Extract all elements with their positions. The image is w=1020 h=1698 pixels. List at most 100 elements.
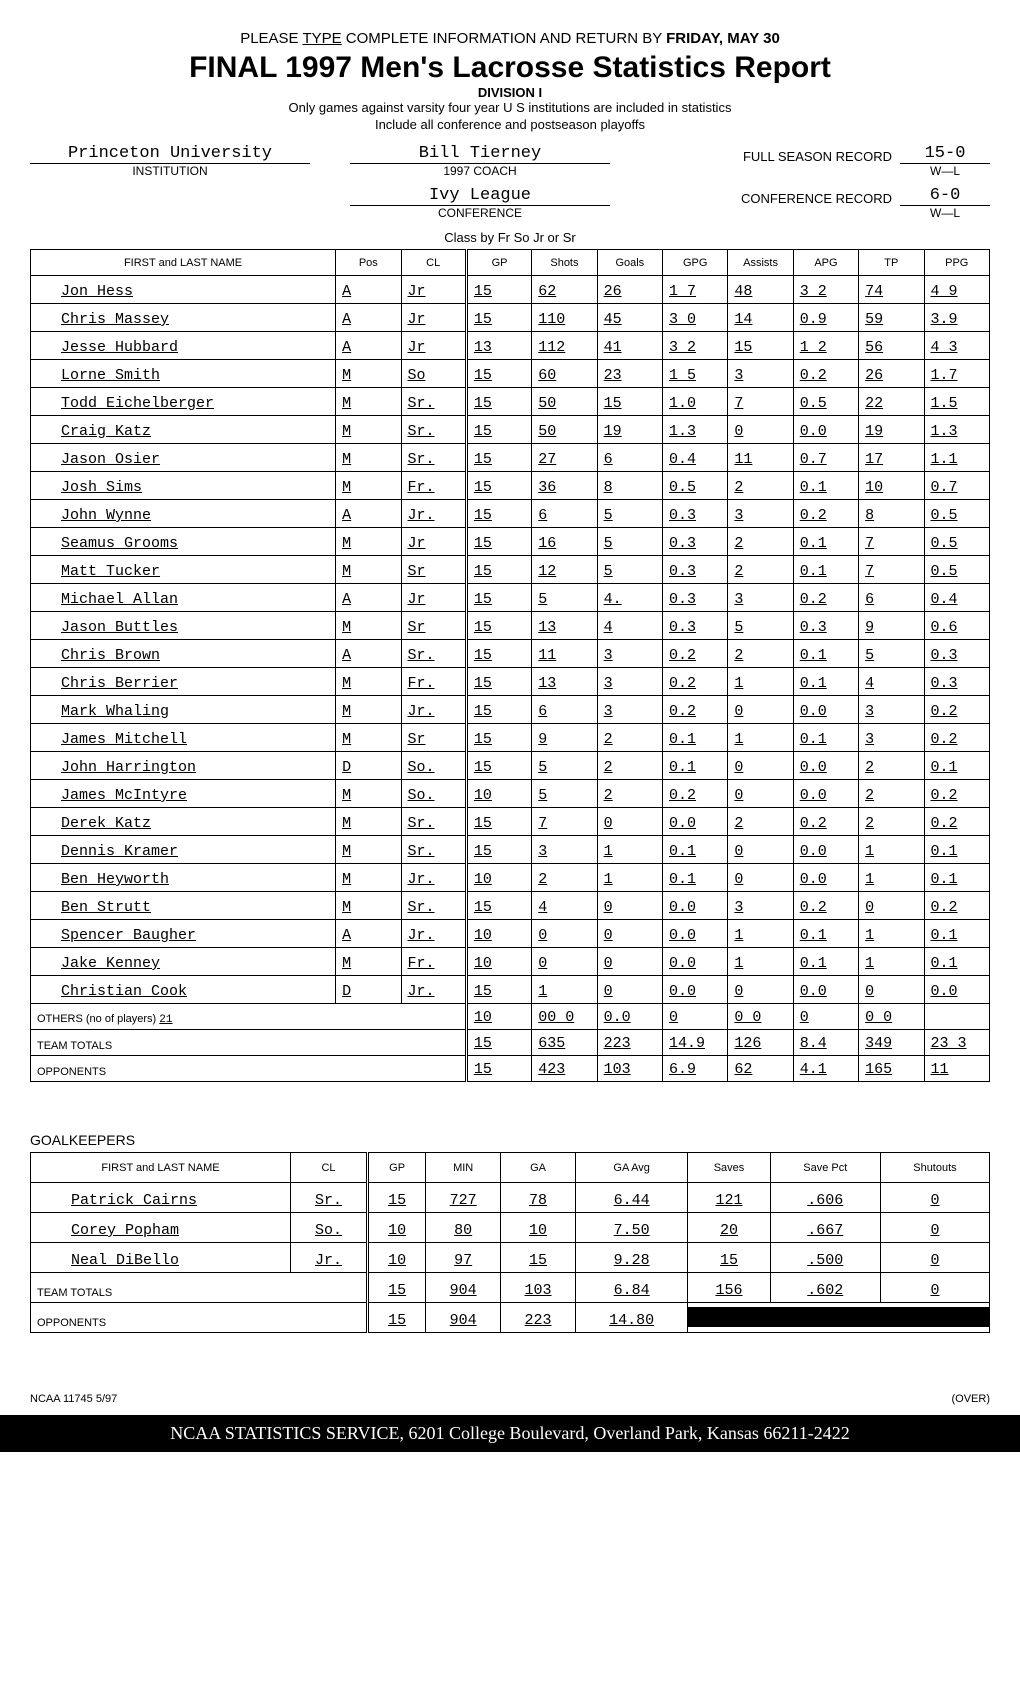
player-name: Dennis Kramer [31, 836, 336, 864]
player-cl: Jr [401, 528, 466, 556]
player-assists: 2 [728, 640, 793, 668]
player-ppg: 0.5 [924, 528, 990, 556]
gk-name: Corey Popham [31, 1213, 291, 1243]
player-cl: Jr [401, 276, 466, 304]
player-cl: Sr. [401, 808, 466, 836]
gk-saves: 20 [688, 1213, 770, 1243]
wl-label-1: W—L [900, 164, 990, 178]
player-cl: Jr [401, 584, 466, 612]
header-fields: Princeton University INSTITUTION Bill Ti… [30, 144, 990, 220]
instruction-type: TYPE [302, 30, 341, 47]
player-gpg: 0.2 [663, 640, 728, 668]
top-instruction: PLEASE TYPE COMPLETE INFORMATION AND RET… [30, 30, 990, 47]
player-shots: 36 [532, 472, 597, 500]
player-gp: 15 [466, 500, 531, 528]
player-shots: 5 [532, 752, 597, 780]
player-gpg: 0.4 [663, 444, 728, 472]
player-gpg: 0.3 [663, 556, 728, 584]
player-apg: 0.7 [793, 444, 858, 472]
goalkeepers-title: GOALKEEPERS [30, 1132, 990, 1148]
player-pos: M [336, 444, 401, 472]
player-tp: 4 [859, 668, 924, 696]
gk-opp-label: OPPONENTS [31, 1303, 368, 1333]
gk-col-gaavg: GA Avg [576, 1153, 688, 1183]
player-goals: 0 [597, 948, 662, 976]
player-ppg: 0.1 [924, 864, 990, 892]
redacted-block [688, 1307, 989, 1327]
player-ppg: 0.1 [924, 948, 990, 976]
player-name: Jason Buttles [31, 612, 336, 640]
player-tp: 7 [859, 528, 924, 556]
player-gpg: 1 5 [663, 360, 728, 388]
player-name: Michael Allan [31, 584, 336, 612]
player-cl: Jr. [401, 976, 466, 1004]
player-tp: 26 [859, 360, 924, 388]
player-gp: 15 [466, 444, 531, 472]
wl-label-2: W—L [900, 206, 990, 220]
player-assists: 48 [728, 276, 793, 304]
player-shots: 5 [532, 780, 597, 808]
player-gpg: 0.3 [663, 528, 728, 556]
player-pos: M [336, 836, 401, 864]
opp-tp: 165 [859, 1056, 924, 1082]
player-gpg: 0.0 [663, 892, 728, 920]
team-goals: 223 [597, 1030, 662, 1056]
player-gp: 15 [466, 612, 531, 640]
gk-col-savepct: Save Pct [770, 1153, 880, 1183]
player-ppg: 0.2 [924, 724, 990, 752]
player-tp: 59 [859, 304, 924, 332]
gk-saves: 121 [688, 1183, 770, 1213]
player-ppg: 0.7 [924, 472, 990, 500]
player-apg: 0.1 [793, 948, 858, 976]
player-apg: 0.1 [793, 668, 858, 696]
opp-shots: 423 [532, 1056, 597, 1082]
player-tp: 6 [859, 584, 924, 612]
gk-gp: 10 [367, 1213, 425, 1243]
gk-row: Patrick CairnsSr.15727786.44121.6060 [31, 1183, 990, 1213]
player-cl: Sr. [401, 892, 466, 920]
player-shots: 16 [532, 528, 597, 556]
team-tp: 349 [859, 1030, 924, 1056]
player-goals: 4. [597, 584, 662, 612]
col-ppg: PPG [924, 250, 990, 276]
player-tp: 56 [859, 332, 924, 360]
player-ppg: 4 9 [924, 276, 990, 304]
player-ppg: 0.1 [924, 836, 990, 864]
over-text: (OVER) [952, 1393, 991, 1405]
player-cl: Jr. [401, 500, 466, 528]
player-pos: M [336, 528, 401, 556]
gk-name: Neal DiBello [31, 1243, 291, 1273]
gk-header-row: FIRST and LAST NAME CL GP MIN GA GA Avg … [31, 1153, 990, 1183]
gk-saves: 15 [688, 1243, 770, 1273]
player-gpg: 0.3 [663, 612, 728, 640]
gk-col-ga: GA [501, 1153, 576, 1183]
player-row: Todd EichelbergerMSr.1550151.070.5221.5 [31, 388, 990, 416]
player-tp: 1 [859, 948, 924, 976]
opponents-row: OPPONENTS 15 423 103 6.9 62 4.1 165 11 [31, 1056, 990, 1082]
player-assists: 0 [728, 836, 793, 864]
player-gp: 15 [466, 976, 531, 1004]
player-ppg: 0.6 [924, 612, 990, 640]
gk-col-saves: Saves [688, 1153, 770, 1183]
player-row: Jake KenneyMFr.10000.010.110.1 [31, 948, 990, 976]
player-shots: 6 [532, 500, 597, 528]
player-gpg: 0.3 [663, 584, 728, 612]
player-name: Matt Tucker [31, 556, 336, 584]
player-pos: M [336, 612, 401, 640]
player-goals: 3 [597, 668, 662, 696]
player-shots: 62 [532, 276, 597, 304]
player-cl: Jr. [401, 920, 466, 948]
team-apg: 8.4 [793, 1030, 858, 1056]
player-tp: 10 [859, 472, 924, 500]
gk-team-savepct: .602 [770, 1273, 880, 1303]
col-tp: TP [859, 250, 924, 276]
player-name: John Harrington [31, 752, 336, 780]
player-row: Lorne SmithMSo1560231 530.2261.7 [31, 360, 990, 388]
gk-team-label: TEAM TOTALS [31, 1273, 368, 1303]
gk-gaavg: 6.44 [576, 1183, 688, 1213]
player-pos: M [336, 360, 401, 388]
player-ppg: 0.1 [924, 752, 990, 780]
player-row: Derek KatzMSr.15700.020.220.2 [31, 808, 990, 836]
player-goals: 5 [597, 556, 662, 584]
gk-team-gaavg: 6.84 [576, 1273, 688, 1303]
